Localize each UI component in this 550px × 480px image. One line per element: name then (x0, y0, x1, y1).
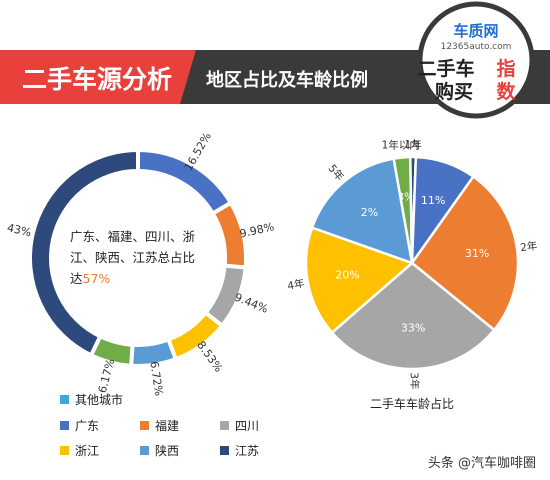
logo-main-text: 车质网 (453, 22, 498, 40)
legend-swatch-0 (60, 395, 69, 404)
donut-slice-0 (136, 147, 234, 217)
pie-name-label-5: 4年 (286, 277, 305, 293)
donut-label-3: 8.53% (194, 339, 225, 375)
pie-value-label-3: 31% (465, 247, 489, 260)
logo-line2-accent: 数 (496, 80, 516, 103)
legend-swatch-3 (220, 421, 229, 430)
logo-line2: 购买 (435, 80, 473, 103)
donut-center-text: 广东、福建、四川、浙 江、陕西、江苏总占比 达57% (70, 229, 195, 286)
pie-slice-4 (330, 261, 496, 371)
legend-swatch-2 (140, 421, 149, 430)
donut-center-line2: 江、陕西、江苏总占比 (70, 250, 195, 265)
pie-value-label-6: 2% (361, 206, 378, 219)
logo-url-text: 12365auto.com (441, 42, 512, 52)
legend-label-2: 福建 (155, 418, 179, 433)
pie-slice-6 (310, 157, 414, 265)
donut-slice-6 (28, 147, 140, 358)
logo-line1: 二手车 (417, 57, 474, 80)
donut-label-5: 6.17% (96, 357, 117, 394)
header-title: 二手车源分析 (22, 65, 172, 94)
pie-name-label-1: 1年 (405, 138, 422, 151)
pie-value-label-4: 33% (401, 322, 425, 335)
pie-slice-3 (410, 174, 520, 332)
donut-center-line1: 广东、福建、四川、浙 (70, 229, 195, 244)
logo-line1-accent: 指 (496, 58, 515, 80)
legend-label-5: 陕西 (155, 443, 179, 458)
watermark: 头条 @汽车咖啡圈 (428, 455, 536, 471)
donut-center-highlight: 57% (83, 271, 111, 286)
donut-label-1: 9.98% (238, 220, 275, 240)
pie-name-label-3: 2年 (519, 239, 538, 254)
pie-name-label-4: 3年 (408, 372, 421, 389)
brand-logo: 车质网 12365auto.com 二手车 指 购买 数 (417, 1, 535, 119)
legend-swatch-6 (220, 446, 229, 455)
legend-swatch-4 (60, 446, 69, 455)
donut-label-6: 43% (6, 221, 33, 239)
donut-center-line3: 达57% (70, 271, 110, 286)
legend-label-1: 广东 (75, 419, 99, 433)
pie-title: 二手车车龄占比 (370, 396, 454, 411)
header-red-block (0, 50, 196, 104)
donut-label-4: 6.72% (147, 360, 165, 396)
donut-center-prefix: 达 (70, 271, 83, 286)
pie-name-label-0: 1年以内 (382, 139, 420, 152)
logo-circle (417, 1, 535, 119)
pie-value-label-5: 20% (335, 268, 359, 281)
legend-swatch-1 (60, 421, 69, 430)
pie-value-label-2: 11% (421, 194, 445, 207)
donut-label-2: 9.44% (233, 291, 270, 316)
header-subtitle: 地区占比及车龄比例 (206, 69, 368, 91)
legend-label-3: 四川 (235, 419, 259, 433)
legend-label-4: 浙江 (75, 444, 99, 458)
legend-label-6: 江苏 (235, 444, 259, 458)
legend-label-0: 其他城市 (75, 392, 123, 407)
pie-name-label-6: 5年 (326, 162, 347, 184)
legend-swatch-5 (140, 446, 149, 455)
